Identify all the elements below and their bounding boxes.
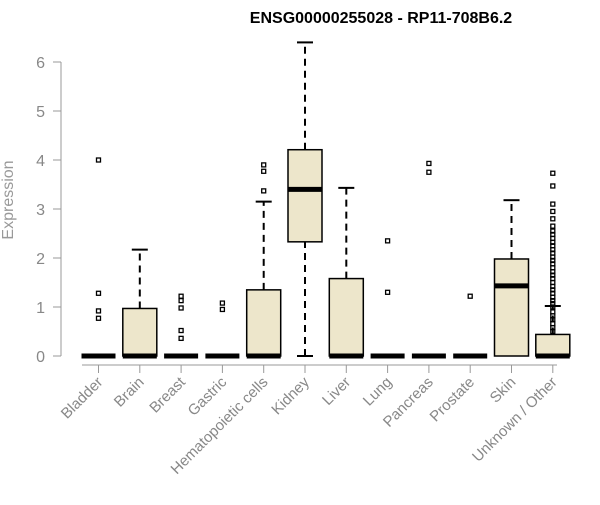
outlier-point bbox=[178, 327, 184, 334]
outlier-point bbox=[426, 160, 432, 167]
x-tick-label: Breast bbox=[146, 373, 189, 416]
box-prostate bbox=[453, 293, 488, 359]
y-tick-label: 1 bbox=[36, 300, 45, 317]
x-tick-label: Kidney bbox=[268, 373, 313, 418]
outlier-point bbox=[178, 335, 184, 342]
outlier-point bbox=[550, 228, 556, 234]
outlier-point bbox=[384, 289, 391, 295]
y-tick-label: 0 bbox=[36, 349, 45, 366]
outlier-point bbox=[261, 168, 267, 174]
y-axis-ticks: 0 1 2 3 4 5 6 bbox=[36, 55, 61, 366]
y-tick-label: 5 bbox=[36, 104, 45, 121]
outlier-point bbox=[467, 293, 473, 299]
box-lung bbox=[370, 238, 405, 359]
boxes-group bbox=[81, 41, 571, 359]
box-body bbox=[493, 258, 530, 357]
outlier-point bbox=[219, 306, 226, 313]
x-tick-label: Liver bbox=[319, 374, 354, 409]
box-pancreas bbox=[411, 160, 446, 359]
box-unknown-other bbox=[535, 170, 571, 359]
y-tick-label: 3 bbox=[36, 202, 45, 219]
outlier-point bbox=[178, 305, 184, 311]
box-body bbox=[287, 148, 323, 243]
outlier-point bbox=[219, 300, 226, 306]
box-liver bbox=[328, 186, 365, 359]
box-kidney bbox=[287, 41, 323, 357]
box-gastric bbox=[205, 300, 240, 359]
x-tick-label: Brain bbox=[111, 374, 148, 411]
outlier-point bbox=[550, 208, 556, 215]
outlier-point bbox=[550, 300, 556, 307]
box-body bbox=[245, 289, 282, 357]
outlier-point bbox=[261, 162, 267, 168]
outlier-point bbox=[95, 157, 102, 163]
outlier-point bbox=[550, 170, 556, 176]
x-tick-label: Prostate bbox=[426, 374, 478, 426]
outlier-point bbox=[550, 216, 556, 222]
box-skin bbox=[493, 199, 530, 357]
outlier-point bbox=[550, 223, 556, 229]
outlier-point bbox=[426, 169, 432, 175]
outlier-point bbox=[550, 309, 556, 315]
y-tick-label: 2 bbox=[36, 251, 45, 268]
box-body bbox=[535, 333, 571, 357]
y-axis-label: Expression bbox=[0, 160, 17, 239]
x-tick-label: Lung bbox=[360, 374, 396, 410]
outlier-point bbox=[95, 315, 102, 321]
box-brain bbox=[122, 248, 158, 359]
box-body bbox=[122, 307, 158, 357]
y-tick-label: 6 bbox=[36, 55, 45, 72]
outlier-point bbox=[95, 290, 102, 296]
box-body bbox=[328, 277, 365, 357]
chart-title: ENSG00000255028 - RP11-708B6.2 bbox=[250, 10, 513, 27]
outlier-point bbox=[95, 308, 102, 314]
y-tick-label: 4 bbox=[36, 153, 45, 170]
outlier-point bbox=[261, 188, 267, 194]
box-breast bbox=[164, 293, 199, 359]
x-tick-label: Bladder bbox=[58, 374, 107, 423]
x-tick-label: Skin bbox=[487, 374, 520, 407]
box-hematopoietic-cells bbox=[245, 162, 282, 359]
outlier-point bbox=[178, 297, 184, 304]
outlier-point bbox=[550, 201, 556, 207]
outlier-point bbox=[550, 183, 556, 189]
box-bladder bbox=[81, 157, 116, 359]
outlier-point bbox=[178, 293, 184, 299]
outlier-point bbox=[384, 238, 391, 244]
